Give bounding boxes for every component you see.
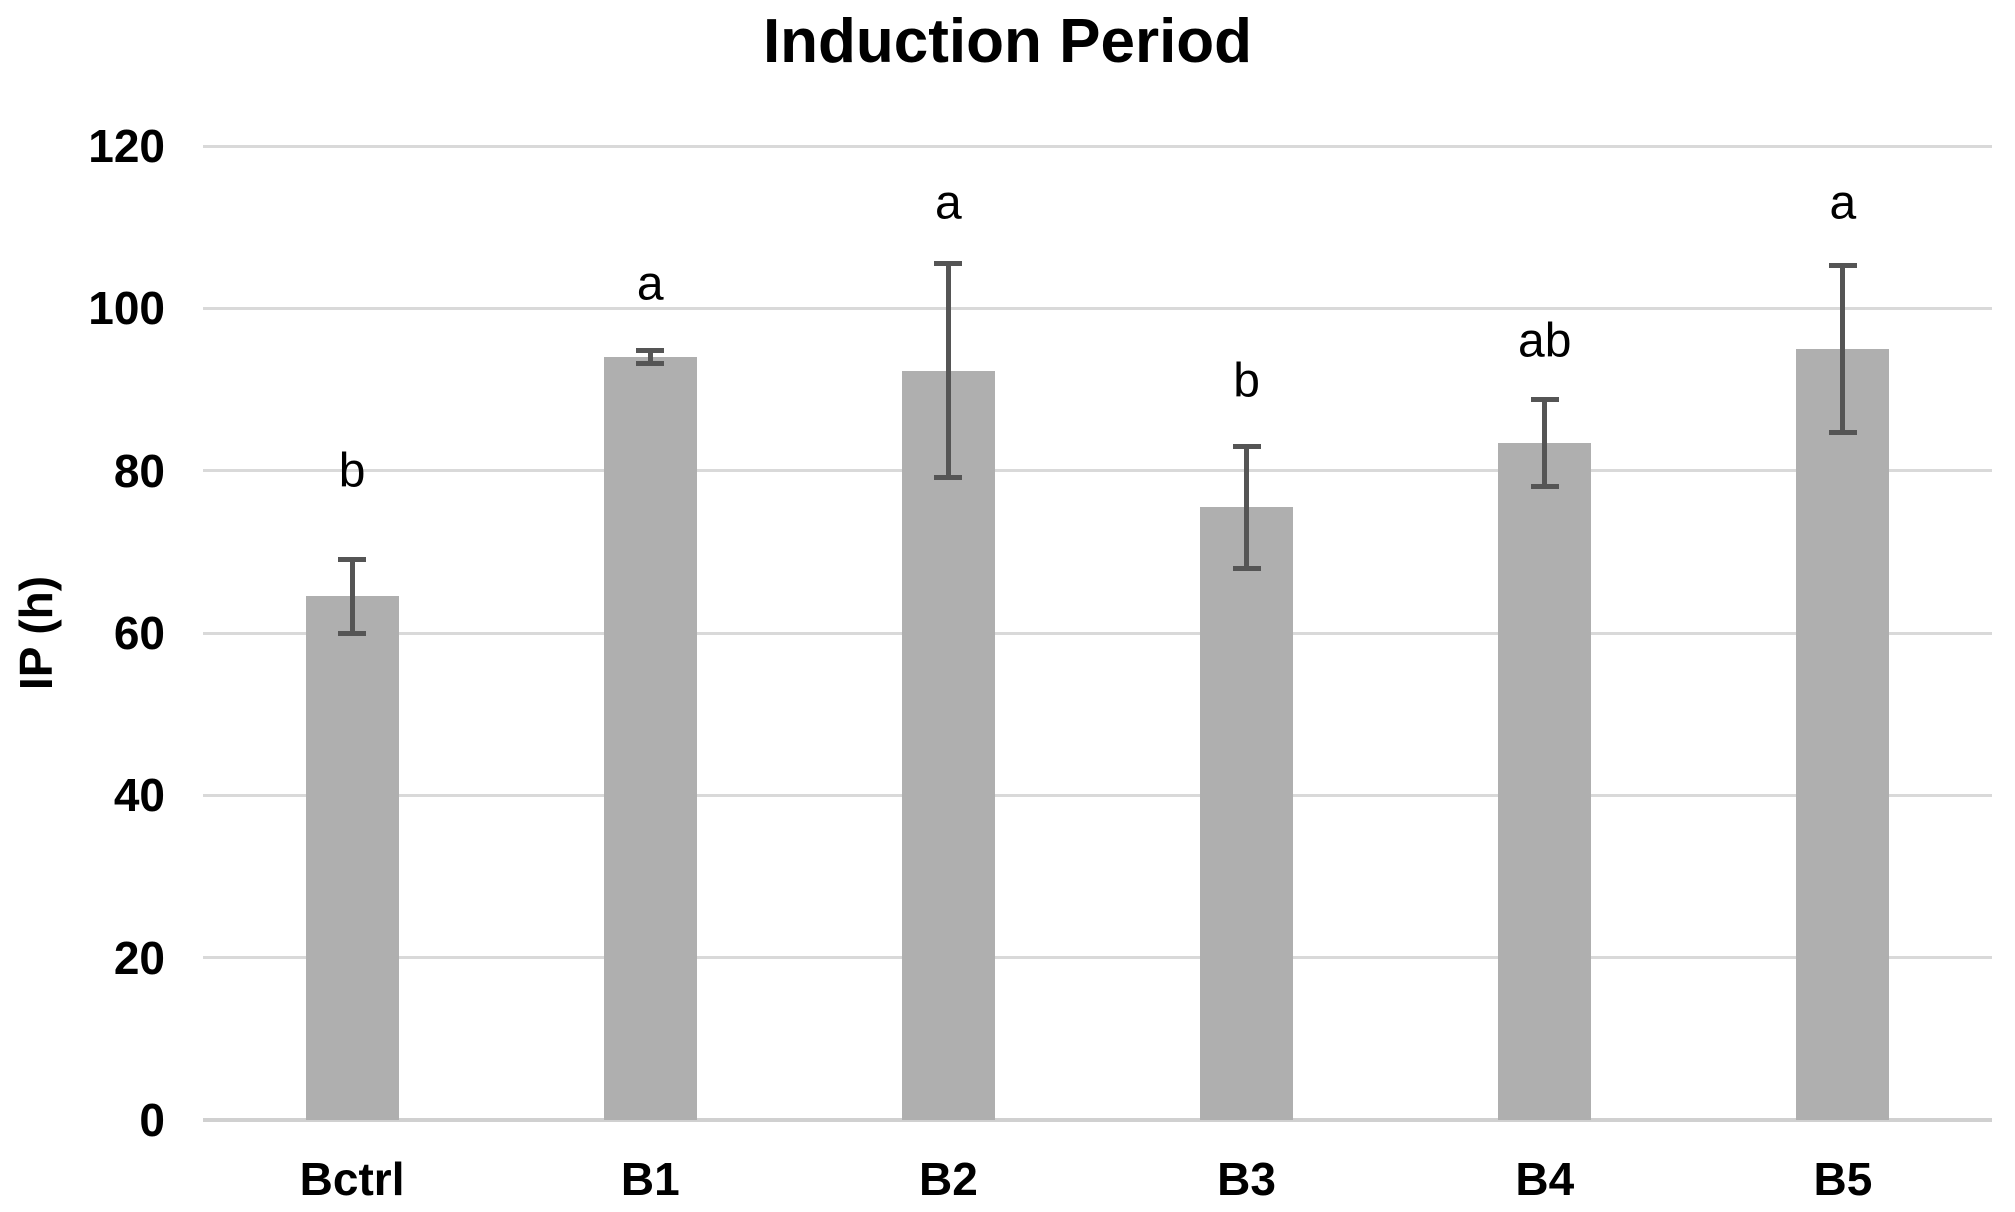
bar-b5 [1796, 348, 1890, 1120]
gridline [203, 631, 1992, 635]
significance-letter: ab [1518, 314, 1572, 368]
y-tick-label: 60 [113, 607, 165, 659]
bar-b1 [603, 357, 697, 1120]
bar-b4 [1498, 443, 1592, 1120]
error-bar-line [945, 263, 951, 478]
error-bar-line [349, 559, 355, 634]
gridline [203, 793, 1992, 797]
error-bar-cap-bottom [1232, 565, 1261, 571]
error-bar-line [647, 350, 653, 364]
gridline [203, 144, 1992, 148]
gridline [203, 306, 1992, 310]
x-axis-label: B5 [1813, 1153, 1873, 1205]
y-tick-label: 0 [139, 1094, 165, 1146]
error-bar-cap-bottom [338, 631, 367, 637]
gridline [203, 469, 1992, 473]
bar-bctrl [305, 596, 399, 1120]
error-bar-cap-top [1530, 396, 1559, 402]
error-bar-cap-top [338, 556, 367, 562]
significance-letter: a [1829, 176, 1857, 230]
x-axis-label: B4 [1515, 1153, 1575, 1205]
error-bar-cap-top [1828, 262, 1857, 268]
error-bar-cap-bottom [1530, 484, 1559, 490]
error-bar-cap-top [934, 261, 963, 267]
error-bar-line [1244, 446, 1250, 569]
error-bar-cap-bottom [934, 475, 963, 481]
bar-b2 [901, 370, 995, 1120]
significance-letter: a [935, 176, 962, 230]
significance-letter: b [338, 444, 366, 498]
x-axis-label: B3 [1217, 1153, 1276, 1205]
error-bar-cap-bottom [1828, 430, 1857, 436]
y-tick-label: 20 [113, 931, 165, 984]
error-bar-cap-top [636, 348, 665, 354]
significance-letter: b [1233, 354, 1260, 408]
y-tick-label: 100 [88, 282, 165, 335]
error-bar-line [1542, 399, 1548, 487]
error-bar-line [1840, 265, 1846, 433]
error-bar-cap-bottom [636, 361, 665, 367]
significance-letter: a [636, 257, 664, 311]
bar-b3 [1200, 507, 1294, 1120]
y-tick-label: 80 [113, 444, 165, 497]
gridline [203, 956, 1992, 960]
x-axis-label: B2 [919, 1153, 978, 1205]
x-axis-label: Bctrl [299, 1153, 405, 1205]
x-axis-line [203, 1118, 1992, 1122]
y-tick-label: 40 [113, 769, 165, 822]
x-axis-label: B1 [620, 1153, 680, 1205]
y-tick-label: 120 [88, 120, 165, 172]
chart-title: Induction Period [762, 7, 1253, 76]
error-bar-cap-top [1232, 443, 1261, 449]
